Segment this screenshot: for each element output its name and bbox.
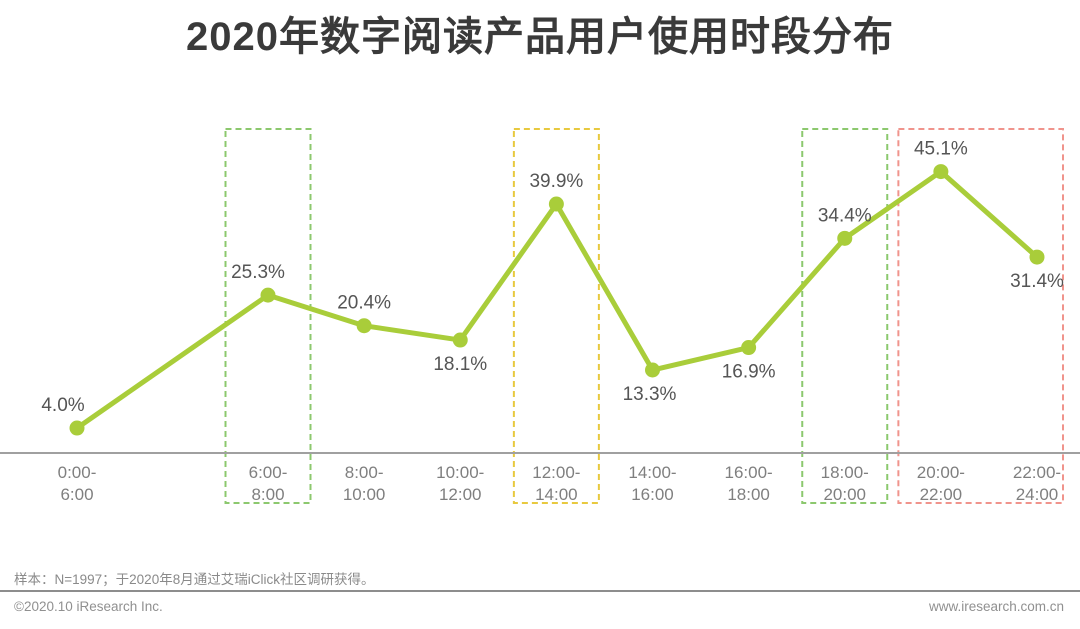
sample-note: 样本：N=1997；于2020年8月通过艾瑞iClick社区调研获得。 [14,572,375,587]
data-point-label: 18.1% [433,354,487,375]
data-point [837,230,853,246]
data-point [1029,249,1045,265]
data-point [356,318,372,334]
data-point-label: 25.3% [231,262,285,283]
footer-bar: ©2020.10 iResearch Inc. www.iresearch.co… [14,599,1064,614]
x-tick-label: 22:00-24:00 [1013,463,1061,504]
x-tick-label: 14:00-16:00 [628,463,676,504]
footer-divider [0,590,1080,592]
data-point [69,420,85,436]
highlight-box [512,128,600,504]
usage-time-line-chart: 4.0% 25.3% 20.4% 18.1% 39.9% 13.3% 16.9% 34.4% 4… [0,128,1080,504]
x-tick-label: 20:00-22:00 [917,463,965,504]
x-tick-label: 0:00-6:00 [58,463,97,504]
data-point [548,196,564,212]
highlight-box [224,128,312,504]
data-point-label: 39.9% [529,171,583,192]
x-tick-label: 12:00-14:00 [532,463,580,504]
chart-title: 2020年数字阅读产品用户使用时段分布 [186,15,894,59]
data-point [260,287,276,303]
highlight-box [801,128,889,504]
data-point [933,164,949,180]
x-tick-label: 18:00-20:00 [821,463,869,504]
website-link[interactable]: www.iresearch.com.cn [928,599,1064,614]
data-point-label: 34.4% [818,205,872,226]
x-tick-label: 10:00-12:00 [436,463,484,504]
data-point-label: 4.0% [41,395,84,416]
data-point-label: 13.3% [623,384,677,405]
data-point [645,362,660,378]
data-point-label: 16.9% [722,362,776,383]
series-line [74,169,1040,431]
x-tick-label: 16:00-18:00 [725,463,773,504]
data-point [452,332,468,348]
data-point [741,340,757,356]
copyright-text: ©2020.10 iResearch Inc. [14,599,163,614]
highlight-box [897,128,1064,504]
data-point-label: 20.4% [337,293,391,314]
data-point-label: 31.4% [1010,271,1064,292]
x-tick-label: 6:00-8:00 [249,463,288,504]
x-tick-label: 8:00-10:00 [343,463,386,504]
data-point-label: 45.1% [914,139,968,160]
